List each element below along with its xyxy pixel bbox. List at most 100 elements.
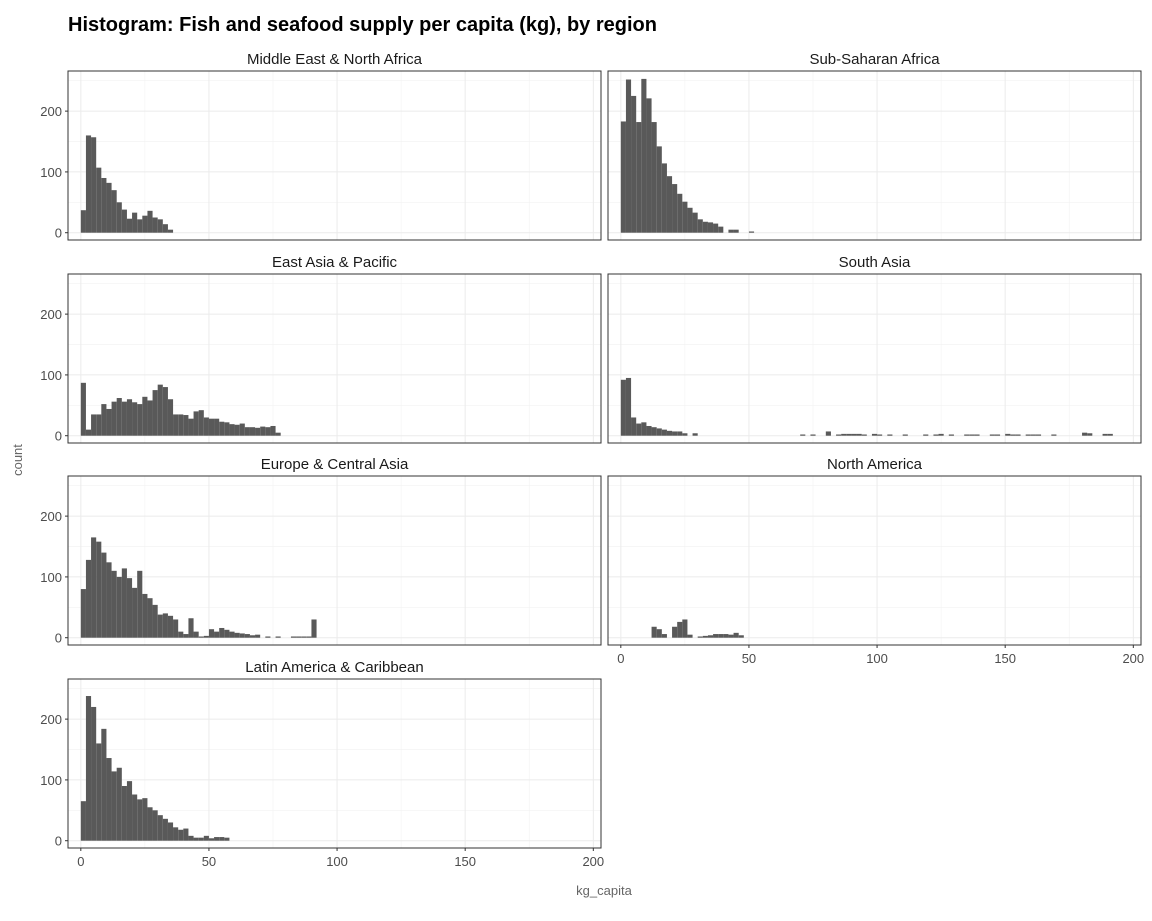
histogram-bar: [137, 404, 143, 436]
histogram-bar: [142, 798, 148, 841]
histogram-bar: [733, 229, 739, 233]
histogram-bar: [101, 552, 107, 638]
x-tick-label: 200: [1122, 651, 1144, 666]
histogram-bar: [311, 619, 317, 638]
histogram-bar: [631, 417, 637, 436]
histogram-bar: [162, 387, 168, 436]
facet-strip-label: North America: [827, 456, 923, 473]
histogram-bar: [234, 632, 240, 638]
histogram-bar: [116, 576, 122, 638]
histogram-bar: [728, 634, 734, 638]
histogram-bar: [162, 613, 168, 638]
facet-strip-label: Europe & Central Asia: [261, 456, 409, 473]
histogram-bar: [666, 430, 673, 436]
histogram-bar: [147, 210, 153, 233]
histogram-bar: [989, 434, 995, 436]
x-tick-label: 100: [866, 651, 888, 666]
histogram-bar: [249, 635, 256, 638]
panel-border: [607, 70, 1142, 241]
y-tick-label: 0: [55, 429, 62, 444]
histogram-bar: [682, 619, 688, 638]
histogram-bar: [687, 634, 693, 638]
histogram-bar: [183, 828, 189, 841]
histogram-bar: [224, 422, 230, 436]
histogram-bar: [167, 399, 174, 436]
histogram-bar: [147, 598, 153, 638]
histogram-bar: [994, 434, 1001, 436]
histogram-bar: [887, 434, 893, 436]
histogram-bar: [718, 634, 724, 638]
histogram-bar: [208, 838, 215, 841]
histogram-bar: [178, 631, 184, 638]
histogram-bar: [702, 221, 708, 233]
histogram-bar: [713, 634, 719, 638]
histogram-bar: [1015, 434, 1021, 436]
histogram-bar: [697, 636, 703, 638]
histogram-bar: [173, 414, 179, 436]
histogram-bar: [620, 121, 626, 233]
histogram-bar: [713, 223, 719, 233]
facet-panel: Europe & Central Asia 0 100 200: [40, 456, 602, 646]
histogram-bar: [697, 219, 703, 233]
histogram-bar: [183, 415, 189, 436]
histogram-bar: [625, 79, 632, 233]
facet-strip-label: Sub-Saharan Africa: [809, 51, 940, 68]
histogram-bar: [137, 219, 143, 233]
histogram-bar: [137, 570, 143, 638]
histogram-bar: [646, 98, 652, 233]
histogram-bar: [661, 163, 667, 233]
histogram-bar: [923, 434, 929, 436]
histogram-bar: [1005, 433, 1011, 436]
histogram-bar: [938, 433, 944, 436]
histogram-bar: [96, 167, 102, 233]
histogram-bar: [198, 636, 204, 638]
histogram-bar: [132, 587, 138, 638]
histogram-bar: [666, 176, 673, 233]
histogram-bar: [265, 636, 271, 638]
histogram-bar: [80, 382, 86, 436]
panel-border: [67, 273, 602, 444]
histogram-bar: [239, 423, 245, 436]
histogram-bar: [641, 422, 647, 436]
histogram-bar: [116, 767, 122, 841]
histogram-bar: [116, 398, 122, 436]
y-tick-label: 200: [40, 509, 62, 524]
histogram-bar: [132, 402, 138, 436]
histogram-bar: [969, 434, 975, 436]
histogram-bar: [1102, 433, 1108, 436]
histogram-bar: [244, 427, 250, 436]
y-tick-label: 0: [55, 226, 62, 241]
panel-border: [607, 273, 1142, 444]
panel-border: [67, 475, 602, 646]
y-tick-label: 100: [40, 165, 62, 180]
histogram-bar: [157, 614, 163, 638]
histogram-bar: [106, 562, 112, 638]
y-tick-label: 200: [40, 712, 62, 727]
histogram-bar: [692, 212, 698, 233]
histogram-bar: [255, 634, 261, 638]
facet-panel: East Asia & Pacific 0 100 200: [40, 254, 602, 444]
panel-border: [67, 70, 602, 241]
histogram-bar: [152, 217, 158, 233]
histogram-bar: [219, 627, 225, 638]
y-tick-label: 100: [40, 368, 62, 383]
histogram-bar: [96, 541, 102, 638]
histogram-bar: [188, 618, 194, 638]
histogram-bar: [672, 184, 678, 233]
histogram-bar: [672, 626, 678, 638]
facet-panel: Middle East & North Africa 0 100 200: [40, 51, 602, 241]
histogram-bar: [157, 815, 163, 841]
histogram-bar: [121, 401, 127, 436]
histogram-bar: [85, 559, 92, 638]
histogram-bar: [707, 635, 714, 638]
histogram-bar: [162, 818, 168, 841]
histogram-bar: [1030, 434, 1036, 436]
histogram-bar: [208, 629, 215, 638]
histogram-bar: [651, 626, 657, 638]
histogram-bar: [682, 201, 688, 233]
histogram-bar: [661, 429, 667, 436]
panels-layer: Middle East & North Africa 0 100 200 Sub-Sah…: [40, 51, 1144, 869]
histogram-bar: [106, 182, 112, 233]
histogram-bar: [244, 634, 250, 638]
histogram-bar: [203, 417, 209, 436]
